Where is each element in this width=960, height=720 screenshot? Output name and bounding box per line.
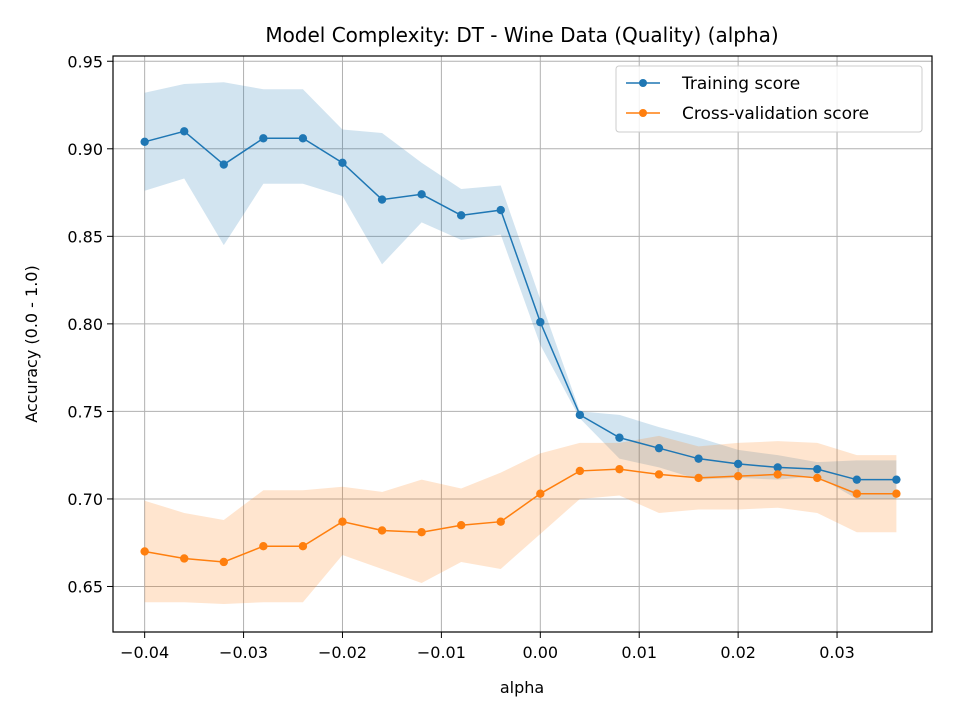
training-score-point bbox=[694, 454, 703, 463]
training-score-point bbox=[417, 190, 426, 199]
training-score-point bbox=[813, 464, 822, 474]
training-score-point bbox=[575, 410, 585, 420]
gridlines bbox=[113, 56, 932, 632]
cross-validation-score-point bbox=[180, 554, 189, 563]
training-score-point bbox=[852, 475, 862, 484]
cross-validation-score-point bbox=[377, 526, 387, 535]
x-tick-label: 0.02 bbox=[720, 643, 756, 662]
cross-validation-score-point bbox=[496, 517, 505, 526]
training-score-point bbox=[733, 459, 743, 469]
cross-validation-score-point bbox=[338, 517, 347, 526]
training-score-point bbox=[654, 443, 664, 453]
legend-label-training: Training score bbox=[681, 74, 800, 94]
training-score-point bbox=[259, 134, 268, 143]
cross-validation-score-point bbox=[575, 466, 585, 476]
plot-area-frame bbox=[112, 55, 933, 633]
cross-validation-score-point bbox=[813, 473, 822, 483]
training-score-point bbox=[536, 317, 545, 327]
training-score-point bbox=[496, 205, 505, 215]
legend: Training score Cross-validation score bbox=[615, 65, 923, 133]
y-axis-ticks: 0.65 0.70 0.75 0.80 0.85 0.90 0.95 bbox=[67, 52, 113, 596]
training-score-point bbox=[456, 211, 466, 220]
x-tick-label: −0.04 bbox=[120, 643, 169, 662]
y-tick-label: 0.65 bbox=[67, 577, 103, 596]
training-score-point bbox=[773, 463, 782, 472]
chart-title: Model Complexity: DT - Wine Data (Qualit… bbox=[265, 23, 778, 47]
cross-validation-score-point bbox=[298, 542, 308, 551]
cross-validation-score-point bbox=[456, 521, 466, 530]
training-score-point bbox=[377, 195, 387, 204]
cross-validation-score-point bbox=[852, 489, 862, 498]
legend-marker-cross-validation bbox=[639, 109, 647, 117]
x-tick-label: 0.01 bbox=[621, 643, 657, 662]
training-score-line bbox=[144, 130, 897, 481]
series-lines bbox=[144, 130, 897, 563]
cross-validation-score-point bbox=[694, 473, 703, 483]
cross-validation-score-point bbox=[140, 547, 149, 556]
y-axis-label: Accuracy (0.0 - 1.0) bbox=[22, 265, 41, 422]
x-tick-label: −0.03 bbox=[219, 643, 268, 662]
cross-validation-score-point bbox=[615, 464, 624, 474]
cross-validation-score-point bbox=[892, 489, 901, 498]
y-tick-label: 0.70 bbox=[67, 490, 103, 509]
training-score-point bbox=[180, 127, 189, 136]
cross-validation-score-point bbox=[417, 528, 426, 537]
y-tick-label: 0.75 bbox=[67, 402, 103, 421]
y-tick-label: 0.90 bbox=[67, 140, 103, 159]
cross-validation-score-line bbox=[144, 468, 897, 563]
x-axis-ticks: −0.04 −0.03 −0.02 −0.01 0.00 0.01 0.02 0.03 bbox=[120, 632, 855, 662]
cross-validation-score-point bbox=[219, 557, 228, 567]
x-tick-label: 0.00 bbox=[522, 643, 558, 662]
series-markers bbox=[140, 127, 901, 567]
y-tick-label: 0.80 bbox=[67, 315, 103, 334]
x-tick-label: −0.02 bbox=[318, 643, 367, 662]
cross-validation-score-point bbox=[259, 542, 268, 551]
cross-validation-score-point bbox=[733, 471, 743, 481]
x-axis-label: alpha bbox=[500, 678, 544, 697]
training-score-point bbox=[338, 158, 347, 167]
training-score-point bbox=[140, 137, 149, 146]
x-tick-label: −0.01 bbox=[417, 643, 466, 662]
training-score-point bbox=[219, 160, 228, 169]
legend-marker-training bbox=[639, 79, 647, 87]
legend-box bbox=[615, 65, 923, 133]
training-score-point bbox=[615, 433, 624, 442]
training-score-point bbox=[892, 475, 901, 484]
y-tick-label: 0.85 bbox=[67, 227, 103, 246]
cross-validation-score-point bbox=[773, 470, 782, 479]
training-std-band bbox=[144, 82, 897, 499]
y-tick-label: 0.95 bbox=[67, 52, 103, 71]
x-tick-label: 0.03 bbox=[819, 643, 855, 662]
legend-label-cross-validation: Cross-validation score bbox=[682, 104, 869, 124]
cross-validation-score-point bbox=[536, 489, 545, 498]
cross-validation-score-point bbox=[654, 470, 664, 479]
training-score-point bbox=[298, 134, 308, 143]
